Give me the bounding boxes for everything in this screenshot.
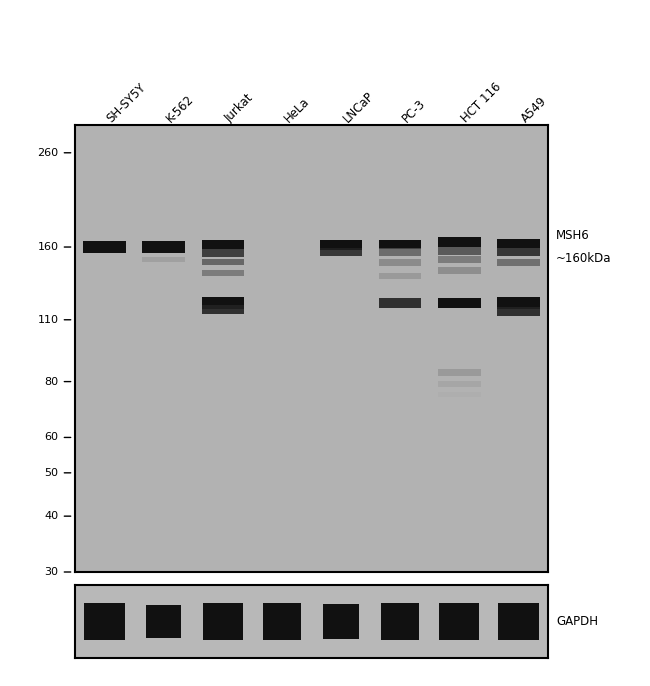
Bar bbox=[202, 259, 244, 265]
Text: MSH6: MSH6 bbox=[556, 229, 590, 242]
Text: Jurkat: Jurkat bbox=[223, 91, 256, 125]
Text: A549: A549 bbox=[519, 95, 549, 125]
Bar bbox=[202, 270, 244, 276]
Text: 30: 30 bbox=[44, 567, 58, 577]
Text: LNCaP: LNCaP bbox=[341, 89, 377, 125]
Text: SH-SY5Y: SH-SY5Y bbox=[105, 81, 149, 125]
Text: 80: 80 bbox=[44, 377, 58, 387]
Bar bbox=[379, 259, 421, 265]
Bar bbox=[379, 273, 421, 279]
Text: HCT 116: HCT 116 bbox=[460, 80, 504, 125]
Bar bbox=[202, 240, 244, 249]
Bar bbox=[84, 602, 125, 641]
Bar bbox=[497, 307, 540, 316]
Text: 110: 110 bbox=[38, 315, 58, 324]
Bar bbox=[497, 239, 540, 248]
Bar bbox=[320, 239, 362, 250]
Bar bbox=[497, 297, 540, 309]
Text: GAPDH: GAPDH bbox=[556, 615, 598, 628]
Bar bbox=[379, 248, 421, 255]
Text: 50: 50 bbox=[44, 468, 58, 478]
Text: K-562: K-562 bbox=[164, 93, 196, 125]
Bar bbox=[142, 241, 185, 253]
Bar bbox=[497, 248, 540, 256]
Bar bbox=[497, 259, 540, 265]
Bar bbox=[320, 248, 362, 256]
Bar bbox=[323, 604, 359, 639]
Bar bbox=[379, 298, 421, 308]
Bar bbox=[381, 603, 419, 640]
Bar bbox=[146, 605, 181, 638]
Bar bbox=[438, 247, 480, 255]
Bar bbox=[202, 305, 244, 314]
Bar bbox=[499, 602, 539, 641]
Bar bbox=[202, 249, 244, 257]
Bar bbox=[438, 298, 480, 308]
Text: 160: 160 bbox=[38, 242, 58, 252]
Text: 260: 260 bbox=[38, 147, 58, 158]
Bar bbox=[263, 603, 301, 640]
Bar bbox=[83, 241, 126, 253]
Text: ~160kDa: ~160kDa bbox=[556, 252, 612, 265]
Bar bbox=[203, 602, 243, 641]
Text: HeLa: HeLa bbox=[282, 95, 312, 125]
Text: 60: 60 bbox=[44, 432, 58, 442]
Bar bbox=[438, 256, 480, 263]
Text: 40: 40 bbox=[44, 511, 58, 521]
Bar bbox=[438, 368, 480, 376]
Bar bbox=[379, 240, 421, 249]
Bar bbox=[438, 381, 480, 387]
Bar bbox=[202, 297, 244, 309]
Bar bbox=[142, 257, 185, 262]
Bar bbox=[438, 267, 480, 274]
Bar bbox=[438, 237, 480, 247]
Bar bbox=[438, 392, 480, 397]
Bar bbox=[439, 602, 480, 641]
Text: PC-3: PC-3 bbox=[400, 97, 428, 125]
